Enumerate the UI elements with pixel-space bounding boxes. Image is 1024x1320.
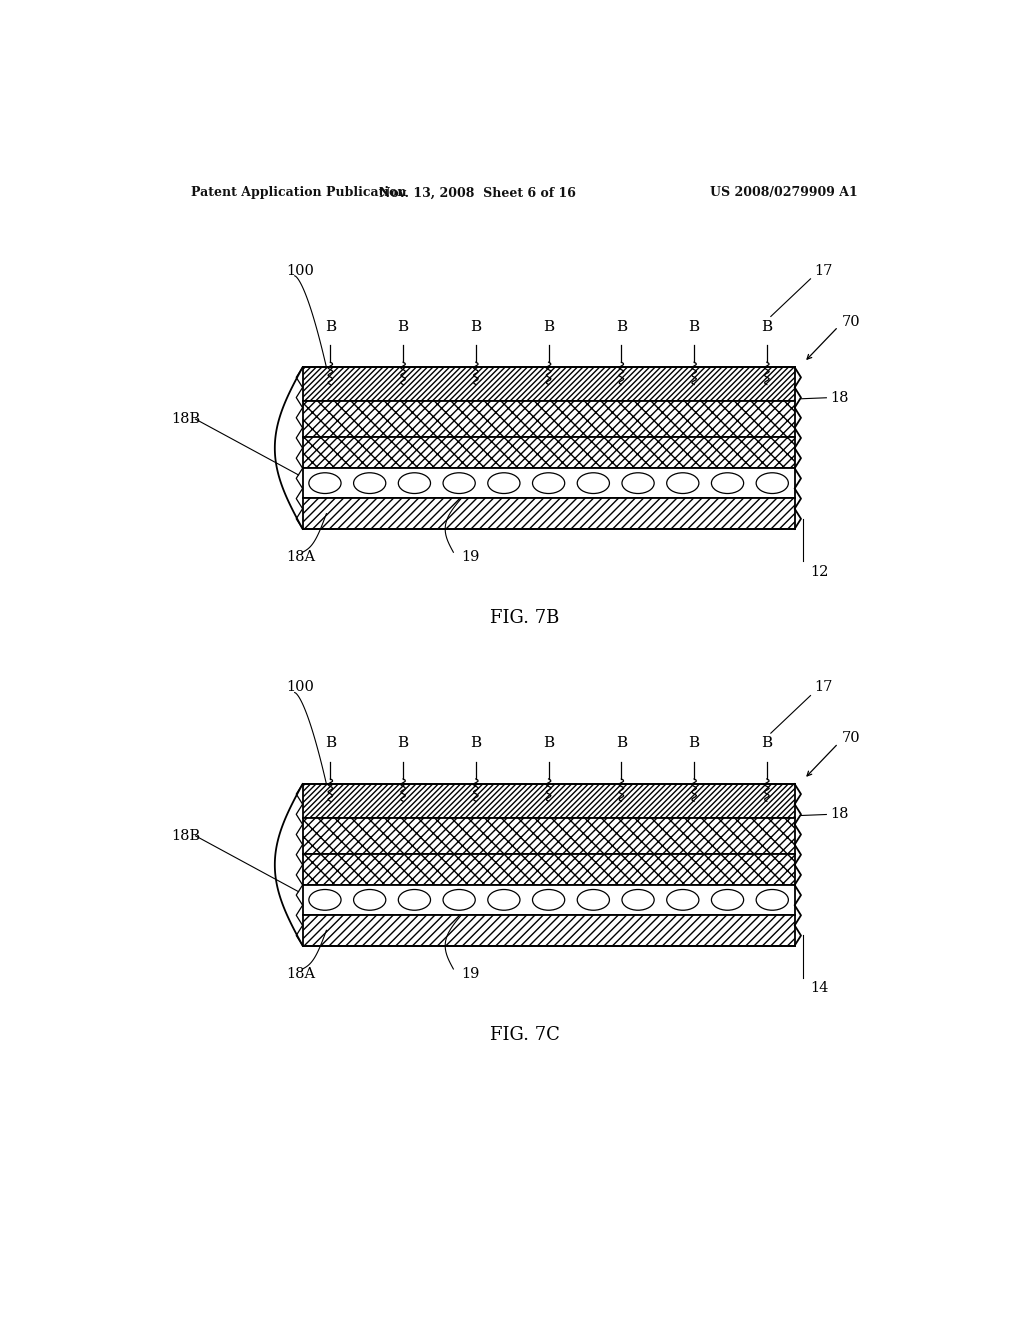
- Text: 12: 12: [811, 565, 828, 578]
- Ellipse shape: [578, 890, 609, 911]
- Text: B: B: [325, 319, 336, 334]
- Ellipse shape: [667, 890, 699, 911]
- Bar: [303, 367, 795, 401]
- Text: B: B: [397, 319, 409, 334]
- Bar: [303, 437, 795, 467]
- Text: B: B: [397, 737, 409, 750]
- Text: Patent Application Publication: Patent Application Publication: [191, 186, 407, 199]
- Text: 18: 18: [830, 391, 849, 405]
- Text: B: B: [325, 737, 336, 750]
- Text: 70: 70: [842, 314, 861, 329]
- Ellipse shape: [667, 473, 699, 494]
- Ellipse shape: [443, 890, 475, 911]
- Ellipse shape: [712, 473, 743, 494]
- Ellipse shape: [398, 473, 430, 494]
- Ellipse shape: [756, 473, 788, 494]
- Text: B: B: [543, 737, 554, 750]
- Text: B: B: [688, 737, 699, 750]
- Text: 18: 18: [830, 808, 849, 821]
- Ellipse shape: [309, 890, 341, 911]
- Text: 18A: 18A: [287, 968, 315, 981]
- Ellipse shape: [443, 473, 475, 494]
- Ellipse shape: [756, 890, 788, 911]
- Bar: [303, 854, 795, 884]
- Ellipse shape: [532, 473, 564, 494]
- Text: 70: 70: [842, 731, 861, 746]
- Text: B: B: [761, 319, 772, 334]
- Ellipse shape: [487, 473, 520, 494]
- Bar: [303, 467, 795, 499]
- Bar: [303, 401, 795, 437]
- Bar: [303, 784, 795, 817]
- Text: B: B: [688, 319, 699, 334]
- Text: B: B: [761, 737, 772, 750]
- Text: 14: 14: [811, 981, 828, 995]
- Text: 18A: 18A: [287, 550, 315, 565]
- Ellipse shape: [309, 473, 341, 494]
- Text: 17: 17: [814, 264, 833, 277]
- Text: 100: 100: [287, 264, 314, 277]
- Ellipse shape: [398, 890, 430, 911]
- Text: B: B: [470, 319, 481, 334]
- Ellipse shape: [578, 473, 609, 494]
- Text: 17: 17: [814, 680, 833, 694]
- Ellipse shape: [712, 890, 743, 911]
- Text: 19: 19: [461, 550, 479, 565]
- Text: FIG. 7B: FIG. 7B: [490, 609, 559, 627]
- Ellipse shape: [622, 473, 654, 494]
- Ellipse shape: [487, 890, 520, 911]
- Bar: [303, 884, 795, 915]
- Text: 18B: 18B: [172, 829, 201, 843]
- Ellipse shape: [532, 890, 564, 911]
- Text: B: B: [615, 737, 627, 750]
- Text: 18B: 18B: [172, 412, 201, 426]
- Ellipse shape: [622, 890, 654, 911]
- Ellipse shape: [353, 890, 386, 911]
- Text: 100: 100: [287, 680, 314, 694]
- Text: B: B: [543, 319, 554, 334]
- Text: B: B: [470, 737, 481, 750]
- Text: US 2008/0279909 A1: US 2008/0279909 A1: [711, 186, 858, 199]
- Bar: [303, 915, 795, 945]
- Text: Nov. 13, 2008  Sheet 6 of 16: Nov. 13, 2008 Sheet 6 of 16: [379, 186, 575, 199]
- Text: FIG. 7C: FIG. 7C: [489, 1026, 560, 1044]
- Bar: [303, 499, 795, 529]
- Ellipse shape: [353, 473, 386, 494]
- Text: 19: 19: [461, 968, 479, 981]
- Text: B: B: [615, 319, 627, 334]
- Bar: [303, 817, 795, 854]
